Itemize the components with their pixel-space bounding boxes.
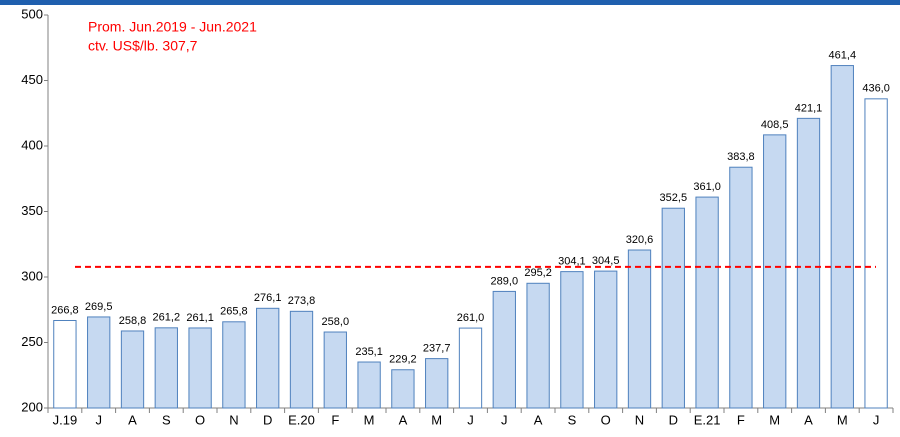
average-label: ctv. US$/lb. 307,7: [88, 38, 198, 54]
bar: [661, 207, 685, 409]
bar: [222, 321, 246, 409]
y-tick-label: 450: [21, 72, 43, 87]
value-label: 261,2: [153, 312, 181, 324]
y-tick-label: 400: [21, 137, 43, 152]
value-label: 276,1: [254, 292, 282, 304]
x-tick-label: F: [737, 412, 745, 427]
x-tick-label: J: [501, 412, 508, 427]
x-tick-label: E.20: [288, 412, 315, 427]
bar: [256, 307, 280, 409]
value-label: 295,2: [524, 267, 552, 279]
value-label: 261,1: [186, 312, 214, 324]
value-label: 304,5: [592, 255, 620, 267]
value-label: 289,0: [491, 275, 519, 287]
bar: [729, 166, 753, 409]
bar: [289, 310, 314, 409]
x-tick-label: J: [467, 412, 474, 427]
value-label: 304,1: [558, 256, 586, 268]
value-label: 237,7: [423, 343, 451, 355]
y-tick-label: 300: [21, 268, 43, 283]
x-tick-label: M: [431, 412, 442, 427]
x-tick-label: S: [162, 412, 171, 427]
value-label: 261,0: [457, 312, 485, 324]
bar: [425, 358, 449, 409]
x-tick-label: E.21: [694, 412, 721, 427]
x-tick-label: D: [263, 412, 272, 427]
x-tick-label: J: [95, 412, 102, 427]
x-tick-label: A: [399, 412, 408, 427]
bar: [391, 369, 415, 409]
bar: [458, 327, 483, 409]
x-tick-label: J.19: [53, 412, 78, 427]
value-label: 269,5: [85, 301, 113, 313]
bar: [120, 330, 145, 409]
value-label: 461,4: [829, 49, 857, 61]
y-tick-label: 500: [21, 6, 43, 21]
x-tick-label: A: [128, 412, 137, 427]
value-label: 266,8: [51, 304, 79, 316]
bar: [526, 282, 550, 409]
value-label: 408,5: [761, 119, 789, 131]
x-tick-label: M: [769, 412, 780, 427]
x-tick-label: O: [195, 412, 205, 427]
bar: [87, 316, 111, 409]
bar: [323, 331, 347, 409]
value-label: 258,8: [119, 315, 147, 327]
bar: [154, 327, 178, 409]
bar: [695, 196, 719, 409]
bar: [492, 290, 516, 409]
y-tick-label: 200: [21, 399, 43, 414]
value-label: 352,5: [660, 192, 688, 204]
top-stripe: [0, 0, 900, 5]
value-label: 436,0: [862, 83, 890, 95]
x-tick-label: F: [331, 412, 339, 427]
x-tick-label: S: [568, 412, 577, 427]
value-label: 229,2: [389, 354, 417, 366]
x-tick-label: A: [804, 412, 813, 427]
value-label: 273,8: [288, 295, 316, 307]
bar: [864, 98, 888, 409]
bar: [627, 249, 652, 409]
x-tick-label: M: [837, 412, 848, 427]
bar: [357, 361, 381, 409]
bar: [830, 65, 854, 409]
value-label: 320,6: [626, 234, 654, 246]
x-tick-label: A: [534, 412, 543, 427]
x-tick-label: M: [364, 412, 375, 427]
value-label: 258,0: [322, 316, 350, 328]
bar: [796, 117, 821, 409]
bar: [763, 134, 787, 409]
value-label: 361,0: [693, 181, 721, 193]
y-tick-label: 350: [21, 203, 43, 218]
x-tick-label: N: [635, 412, 644, 427]
value-label: 265,8: [220, 306, 248, 318]
average-label: Prom. Jun.2019 - Jun.2021: [88, 19, 257, 35]
x-tick-label: O: [601, 412, 611, 427]
x-tick-label: N: [229, 412, 238, 427]
bar: [53, 319, 77, 409]
x-tick-label: J: [873, 412, 880, 427]
bar: [594, 270, 618, 409]
x-tick-label: D: [669, 412, 678, 427]
value-label: 235,1: [355, 346, 383, 358]
y-tick-label: 250: [21, 334, 43, 349]
bar: [560, 271, 584, 409]
bar: [188, 327, 212, 409]
value-label: 421,1: [795, 102, 823, 114]
value-label: 383,8: [727, 151, 755, 163]
